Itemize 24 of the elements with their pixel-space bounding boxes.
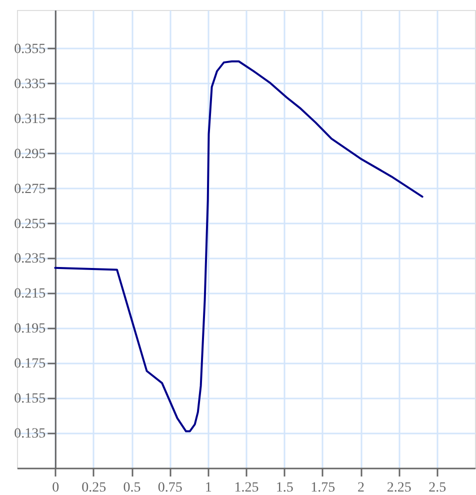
x-tick-label: 1.5 — [276, 480, 294, 495]
y-tick-label: 0.275 — [14, 182, 46, 197]
y-tick-label: 0.355 — [14, 42, 46, 57]
x-tick-label: 0 — [52, 480, 60, 495]
y-tick-label: 0.215 — [14, 286, 46, 302]
y-tick-label: 0.135 — [14, 426, 46, 442]
x-tick-label: 0.25 — [82, 480, 106, 495]
y-tick-label: 0.235 — [14, 252, 46, 267]
x-tick-label: 0.75 — [158, 480, 182, 495]
y-tick-label: 0.175 — [14, 356, 46, 372]
y-tick-label: 0.315 — [14, 112, 46, 127]
y-tick-label: 0.335 — [14, 76, 46, 92]
x-tick-label: 0.5 — [123, 480, 141, 495]
x-tick-label: 2.5 — [428, 480, 446, 495]
x-tick-label: 2.25 — [386, 480, 412, 495]
y-tick-label: 0.295 — [14, 146, 46, 162]
y-tick-label: 0.255 — [14, 216, 46, 232]
x-tick-label: 2 — [358, 480, 364, 495]
y-tick-label: 0.155 — [14, 392, 46, 407]
x-tick-label: 1.75 — [310, 480, 336, 495]
line-series — [54, 60, 424, 432]
x-tick-label: 1 — [204, 480, 212, 495]
x-tick-label: 1.25 — [234, 480, 259, 495]
y-tick-label: 0.195 — [14, 322, 46, 337]
